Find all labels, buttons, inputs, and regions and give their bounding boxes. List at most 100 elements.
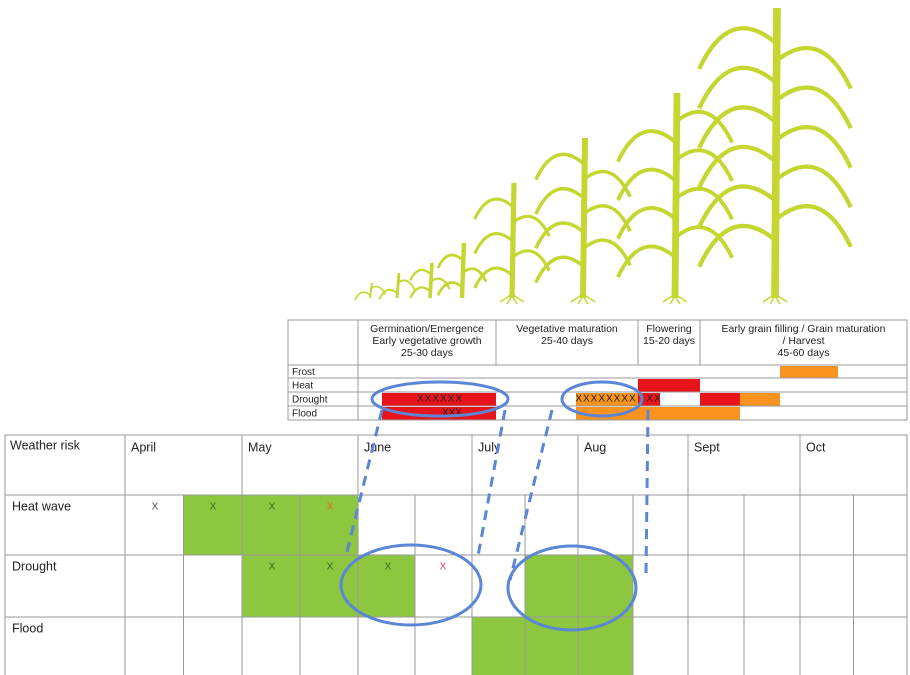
leaf <box>436 253 463 269</box>
leaf <box>616 167 677 201</box>
leaf <box>697 184 777 228</box>
table-header: Weather risk <box>10 438 81 452</box>
corn-plants <box>354 7 853 305</box>
leaf <box>473 266 513 289</box>
leaf <box>473 197 513 220</box>
month: April <box>131 440 156 454</box>
stage-label: / Harvest <box>782 335 824 347</box>
leaf <box>773 204 853 248</box>
stem <box>509 182 517 299</box>
risk-cell <box>358 555 415 617</box>
leaf <box>534 152 585 181</box>
leaf <box>436 281 463 297</box>
stem <box>369 282 373 299</box>
leaf <box>534 221 585 249</box>
leaf <box>616 129 677 163</box>
leaf <box>354 291 371 301</box>
stage-label: 15-20 days <box>643 335 695 347</box>
connector <box>508 409 554 581</box>
risk-label: Flood <box>292 409 317 420</box>
border <box>4 434 908 675</box>
leaf <box>616 206 677 240</box>
stage-label: 25-40 days <box>541 335 593 347</box>
highlights <box>339 380 650 632</box>
leaf <box>697 26 777 70</box>
risk-cell <box>638 393 660 406</box>
leaf <box>581 169 632 198</box>
stage-grid <box>287 319 908 421</box>
leaf <box>673 148 734 182</box>
risk-cell <box>382 393 496 406</box>
row-label: Heat wave <box>12 499 71 513</box>
highlight-ellipse <box>370 380 510 418</box>
highlight-ellipse <box>560 380 644 418</box>
month: July <box>478 440 501 454</box>
connector <box>476 409 507 557</box>
leaf <box>461 267 488 283</box>
risk-mark: X <box>152 502 159 513</box>
risk-mark: X <box>269 562 276 573</box>
roots <box>570 293 596 305</box>
risk-mark: X <box>327 502 334 513</box>
risk-cell <box>578 617 633 675</box>
risk-table: Weather risk April May June July Aug Sept Oct He… <box>4 434 908 675</box>
leaf <box>673 225 734 259</box>
highlight-ellipse <box>506 544 638 632</box>
risk-mark: XXXXXXXX <box>575 394 636 405</box>
risk-cell <box>638 379 700 392</box>
risk-mark: X <box>385 562 392 573</box>
leaf <box>616 244 677 278</box>
risk-label: Frost <box>292 367 315 378</box>
leaf <box>773 124 853 169</box>
stage-label: 25-30 days <box>401 347 453 359</box>
leaf <box>396 279 416 291</box>
risk-cell <box>183 495 242 555</box>
highlight-ellipse <box>339 543 483 627</box>
risk-cell <box>525 555 578 617</box>
leaf <box>773 164 853 209</box>
risk-mark: X <box>269 502 276 513</box>
connector <box>344 409 384 557</box>
leaf <box>773 45 853 90</box>
risk-cell <box>578 555 633 617</box>
roots <box>499 293 525 305</box>
leaf <box>581 238 632 267</box>
risk-mark: X <box>327 562 334 573</box>
row-label: Drought <box>12 559 57 573</box>
border <box>287 319 908 421</box>
leaf <box>534 255 585 284</box>
stage-label: Flowering <box>646 323 692 335</box>
leaf <box>697 65 777 110</box>
leaf <box>378 288 398 300</box>
stem <box>459 242 467 299</box>
leaf <box>673 110 734 144</box>
risk-mark: XXX <box>442 408 462 419</box>
stem <box>671 92 681 299</box>
stem <box>771 7 781 299</box>
risk-mark: X <box>440 562 447 573</box>
risk-cell <box>382 407 496 420</box>
leaf <box>473 232 513 255</box>
month: May <box>248 440 272 454</box>
risk-mark: XX <box>646 394 661 405</box>
risk-mark: X <box>210 502 217 513</box>
leaf <box>409 286 431 299</box>
stage-label: Germination/Emergence <box>370 323 484 335</box>
row-label: Flood <box>12 621 43 635</box>
risk-cell <box>780 366 838 378</box>
stem <box>580 137 588 299</box>
month: Sept <box>694 440 720 454</box>
stage-label: Vegetative maturation <box>516 323 618 335</box>
leaf <box>697 223 777 268</box>
connector <box>644 409 650 576</box>
roots <box>662 293 688 305</box>
leaf <box>534 187 585 215</box>
risk-label: Heat <box>292 381 313 392</box>
risk-cell <box>700 393 740 406</box>
leaf <box>429 277 451 290</box>
stage-label: Early grain filling / Grain maturation <box>722 323 886 335</box>
risk-cell <box>740 393 780 406</box>
month: Oct <box>806 440 826 454</box>
stem <box>395 272 401 299</box>
